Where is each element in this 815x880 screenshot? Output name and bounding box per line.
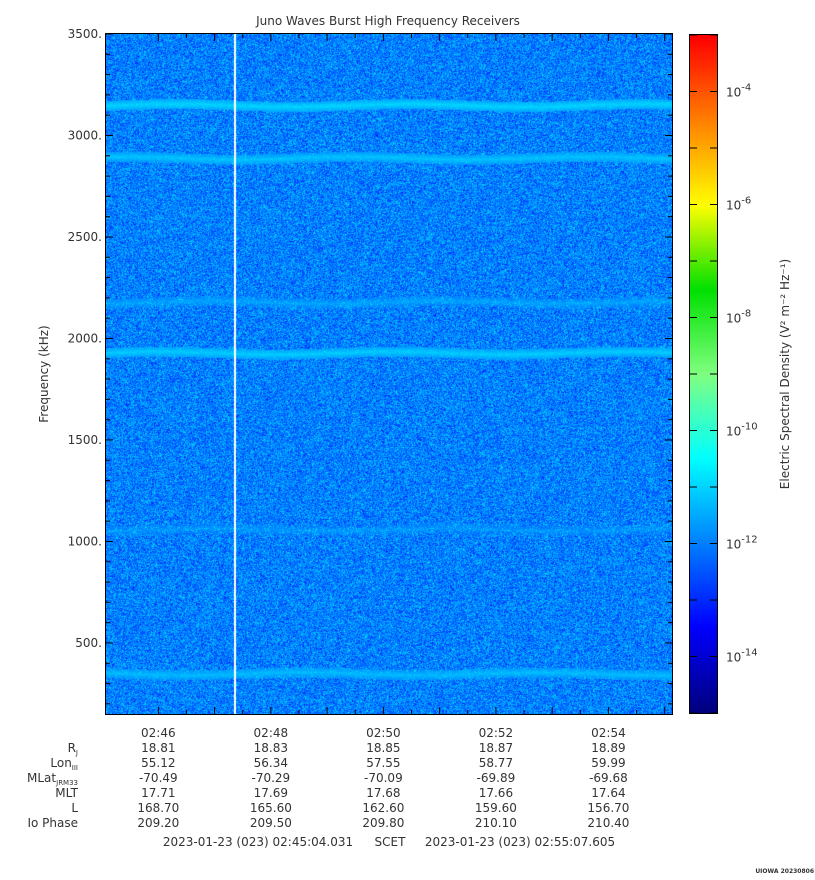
- ephemeris-value: 18.89: [591, 741, 625, 755]
- y-tick-label: 2000.: [68, 331, 102, 345]
- ephemeris-value: -70.49: [139, 771, 178, 785]
- ephemeris-row-label: MLatJRM33: [27, 771, 78, 787]
- ephemeris-value: 159.60: [475, 801, 517, 815]
- ephemeris-table: RJ 18.81 18.83 18.85 18.87 18.89 LonIII 55.12 56…: [27, 741, 629, 830]
- processing-stamp: UIOWA 20230806: [755, 868, 814, 875]
- x-tick-label: 02:54: [591, 726, 626, 740]
- y-tick-label: 1500.: [68, 433, 102, 447]
- chart-title: Juno Waves Burst High Frequency Receiver…: [255, 14, 520, 28]
- y-tick-label: 3500.: [68, 27, 102, 41]
- plot-frame: [105, 33, 673, 715]
- colorbar-label: Electric Spectral Density (V² m⁻² Hz⁻¹): [778, 259, 792, 489]
- ephemeris-value: 58.77: [479, 756, 513, 770]
- x-tick-label: 02:48: [254, 726, 289, 740]
- ephemeris-value: 156.70: [587, 801, 629, 815]
- ephemeris-value: 168.70: [137, 801, 179, 815]
- x-axis: 02:46 02:48 02:50 02:52 02:54: [141, 34, 666, 740]
- ephemeris-row-label: L: [71, 801, 78, 815]
- x-tick-label: 02:50: [366, 726, 401, 740]
- start-time: 2023-01-23 (023) 02:45:04.031: [163, 835, 353, 849]
- ephemeris-value: 17.66: [479, 786, 513, 800]
- ephemeris-value: 18.81: [141, 741, 175, 755]
- colorbar-tick-label: 10-10: [726, 422, 758, 439]
- ephemeris-value: 56.34: [254, 756, 288, 770]
- ephemeris-row-label: RJ: [68, 741, 78, 757]
- colorbar-tick-label: 10-12: [726, 535, 758, 552]
- ephemeris-value: -70.09: [364, 771, 403, 785]
- ephemeris-value: 210.40: [587, 816, 629, 830]
- ephemeris-value: -69.68: [589, 771, 628, 785]
- ephemeris-row-label: MLT: [55, 786, 78, 800]
- colorbar-tick-label: 10-4: [726, 83, 751, 100]
- ephemeris-value: 210.10: [475, 816, 517, 830]
- spectrogram-panel: [105, 33, 673, 715]
- ephemeris-value: -70.29: [252, 771, 291, 785]
- time-range-footer: 2023-01-23 (023) 02:45:04.031 SCET 2023-…: [163, 835, 615, 849]
- end-time: 2023-01-23 (023) 02:55:07.605: [425, 835, 615, 849]
- y-tick-label: 3000.: [68, 128, 102, 142]
- ephemeris-value: 17.71: [141, 786, 175, 800]
- colorbar-tick-label: 10-8: [726, 309, 751, 326]
- x-tick-label: 02:46: [141, 726, 176, 740]
- ephemeris-value: 55.12: [141, 756, 175, 770]
- y-tick-label: 500.: [75, 636, 102, 650]
- scet-label: SCET: [375, 835, 407, 849]
- ephemeris-value: 162.60: [362, 801, 404, 815]
- x-tick-label: 02:52: [479, 726, 514, 740]
- y-tick-label: 1000.: [68, 534, 102, 548]
- ephemeris-value: 18.87: [479, 741, 513, 755]
- y-tick-label: 2500.: [68, 230, 102, 244]
- ephemeris-value: 209.80: [362, 816, 404, 830]
- ephemeris-row-label: Io Phase: [27, 816, 78, 830]
- ephemeris-value: 57.55: [366, 756, 400, 770]
- ephemeris-value: 17.64: [591, 786, 625, 800]
- colorbar-tick-label: 10-6: [726, 196, 751, 213]
- ephemeris-value: 209.50: [250, 816, 292, 830]
- ephemeris-row-label: LonIII: [50, 756, 78, 772]
- colorbar-tick-label: 10-14: [726, 648, 758, 665]
- colorbar: 10-4 10-6 10-8 10-10 10-12 10-14 Electric Spe…: [689, 34, 792, 714]
- ephemeris-value: 59.99: [591, 756, 625, 770]
- colorbar-frame: [689, 34, 718, 714]
- colorbar-ticks: 10-4 10-6 10-8 10-10 10-12 10-14: [690, 34, 758, 714]
- y-axis-label: Frequency (kHz): [37, 325, 51, 422]
- ephemeris-value: 17.68: [366, 786, 400, 800]
- ephemeris-value: 209.20: [137, 816, 179, 830]
- ephemeris-value: -69.89: [477, 771, 516, 785]
- ephemeris-value: 165.60: [250, 801, 292, 815]
- ephemeris-value: 18.83: [254, 741, 288, 755]
- y-axis: 500. 1000. 1500. 2000. 2500. 3000. 3500.: [68, 27, 672, 705]
- ephemeris-value: 17.69: [254, 786, 288, 800]
- ephemeris-value: 18.85: [366, 741, 400, 755]
- spectrogram-image: [106, 34, 672, 714]
